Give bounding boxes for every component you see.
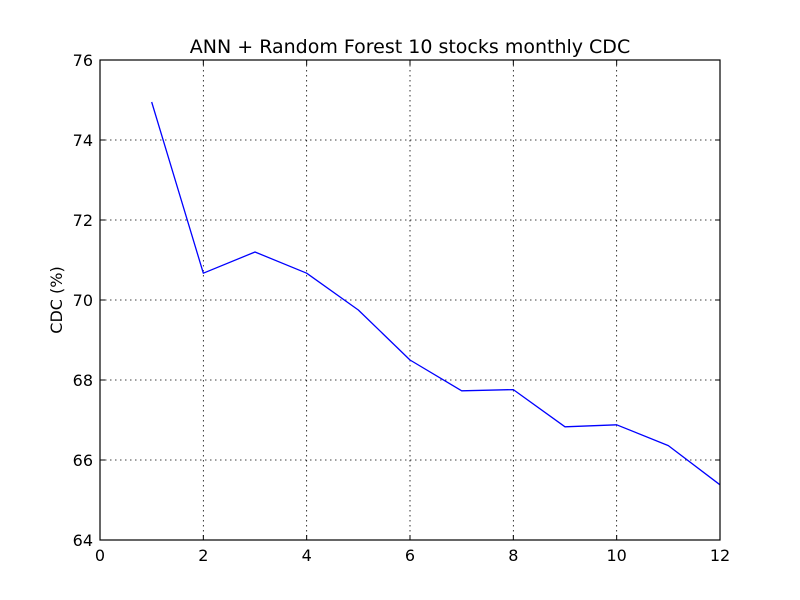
- y-tick-label: 74: [73, 131, 93, 150]
- series-layer: [151, 101, 721, 486]
- x-tick-label: 4: [302, 546, 312, 565]
- y-tick-label: 72: [73, 211, 93, 230]
- y-tick-label: 66: [73, 451, 93, 470]
- y-tick-label: 64: [73, 531, 93, 550]
- y-tick-label: 76: [73, 51, 93, 70]
- y-axis-label: CDC (%): [47, 266, 66, 333]
- y-tick-label: 70: [73, 291, 93, 310]
- x-tick-label: 0: [95, 546, 105, 565]
- series-line: [151, 101, 721, 486]
- x-tick-label: 2: [198, 546, 208, 565]
- x-tick-label: 6: [405, 546, 415, 565]
- x-tick-label: 8: [508, 546, 518, 565]
- chart-title: ANN + Random Forest 10 stocks monthly CD…: [190, 36, 630, 58]
- x-tick-label: 10: [606, 546, 626, 565]
- grid-lines: [100, 60, 720, 540]
- y-tick-label: 68: [73, 371, 93, 390]
- x-tick-label: 12: [710, 546, 730, 565]
